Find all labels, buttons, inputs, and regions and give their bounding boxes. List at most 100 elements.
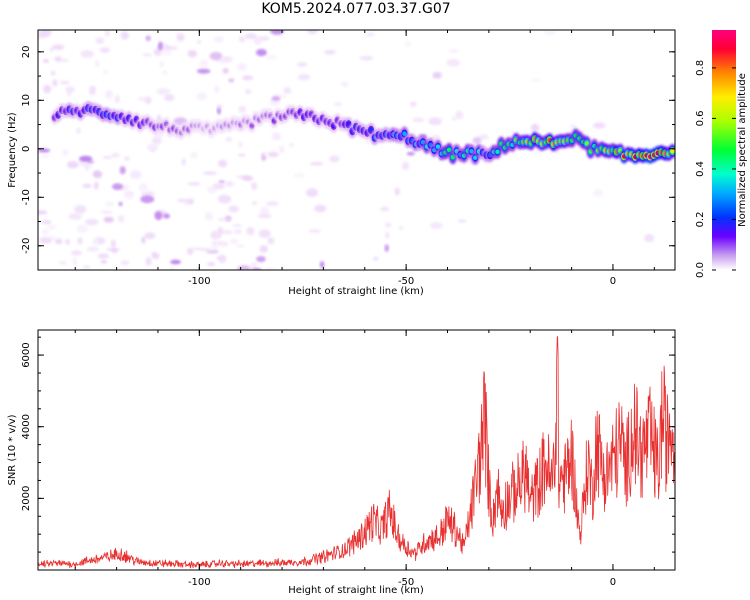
spectrogram-noise-blob <box>256 256 266 263</box>
spectrogram-noise-blob <box>455 110 464 120</box>
spectrogram-noise-blob <box>229 238 239 245</box>
spectrogram-noise-blob <box>385 231 390 239</box>
spectrogram-noise-blob <box>406 151 415 156</box>
ridge-core <box>346 122 351 127</box>
spectrogram-noise-blob <box>267 236 275 245</box>
spectrogram-noise-blob <box>137 96 147 102</box>
spectrogram-y-axis-label: Frequency (Hz) <box>7 112 18 188</box>
spectrogram-noise-blob <box>141 190 155 197</box>
spectrogram-noise-blob <box>187 182 201 186</box>
x-tick-label: -100 <box>188 577 211 588</box>
spectrogram-noise-blob <box>80 50 94 58</box>
spectrogram-noise-blob <box>151 251 157 259</box>
spectrogram-noise-blob <box>93 181 99 190</box>
spectrogram-noise-blob <box>120 31 129 40</box>
spectrogram-noise-blob <box>225 180 234 187</box>
spectrogram-noise-blob <box>283 87 292 94</box>
spectrogram-frame <box>37 29 676 271</box>
spectrogram-noise-blob <box>593 189 604 197</box>
chart-title: KOM5.2024.077.03.37.G07 <box>261 1 451 17</box>
spectrogram-noise-blob <box>398 225 404 230</box>
spectrogram-noise-blob <box>59 58 70 63</box>
spectrogram-noise-blob <box>41 220 52 225</box>
spectrogram-noise-blob <box>251 201 258 205</box>
spectrogram-noise-blob <box>65 86 75 93</box>
spectrogram-noise-blob <box>428 117 443 126</box>
spectrogram-noise-blob <box>142 53 153 57</box>
spectrogram-noise-blob <box>241 175 254 181</box>
spectrogram-noise-blob <box>238 105 247 113</box>
spectrogram-noise-blob <box>49 47 54 53</box>
spectrogram-noise-blob <box>163 213 170 219</box>
spectrogram-noise-blob <box>42 84 52 94</box>
ridge-core <box>670 148 675 154</box>
spectrogram-noise-blob <box>385 222 392 228</box>
spectrogram-noise-blob <box>140 195 155 204</box>
spectrogram-noise-blob <box>38 210 48 215</box>
spectrogram-noise-blob <box>103 216 114 223</box>
spectrogram-noise-blob <box>129 170 142 180</box>
spectrogram-noise-blob <box>257 213 272 219</box>
spectrogram-noise-blob <box>58 260 67 265</box>
spectrogram-noise-blob <box>271 96 281 101</box>
spectrogram-noise-blob <box>225 137 233 142</box>
spectrogram-noise-blob <box>92 238 100 246</box>
spectrogram-noise-blob <box>472 137 482 145</box>
spectrogram-noise-blob <box>100 210 114 214</box>
spectrogram-noise-blob <box>151 136 162 145</box>
spectrogram-noise-blob <box>238 153 246 157</box>
spectrogram-noise-blob <box>103 69 109 75</box>
spectrogram-noise-blob <box>153 48 162 56</box>
spectrogram-noise-blob <box>266 55 277 60</box>
spectrogram-noise-blob <box>54 238 63 245</box>
spectrogram-noise-blob <box>186 247 194 255</box>
spectrogram-noise-blob <box>196 68 211 74</box>
spectrogram-noise-blob <box>92 170 103 179</box>
spectrogram-noise <box>38 30 655 270</box>
spectrogram-noise-blob <box>267 151 279 158</box>
spectrogram-noise-blob <box>52 79 58 87</box>
spectrogram-noise-blob <box>97 253 110 259</box>
spectrogram-noise-blob <box>457 219 467 223</box>
spectrogram-noise-blob <box>314 204 327 213</box>
spectrogram-noise-blob <box>206 261 216 267</box>
spectrogram-noise-blob <box>271 132 282 141</box>
spectrogram-noise-blob <box>234 229 242 234</box>
spectrogram-noise-blob <box>118 201 123 206</box>
spectrogram-noise-blob <box>191 247 204 251</box>
spectrogram-noise-blob <box>204 211 214 221</box>
ridge-core <box>368 127 374 133</box>
spectrogram-noise-blob <box>259 245 269 253</box>
spectrogram-noise-blob <box>100 260 108 264</box>
spectrogram-noise-blob <box>71 250 83 256</box>
spectrogram-noise-blob <box>306 188 319 198</box>
spectrogram-noise-blob <box>68 213 83 220</box>
spectrogram-noise-blob <box>156 88 171 95</box>
spectrogram-noise-blob <box>210 230 222 240</box>
spectrogram-noise-blob <box>154 211 163 221</box>
y-tick-label: 20 <box>21 45 32 58</box>
spectrogram-noise-blob <box>141 236 146 244</box>
spectrogram-noise-blob <box>59 80 70 85</box>
spectrogram-noise-blob <box>196 40 202 44</box>
spectrogram-noise-blob <box>258 229 271 238</box>
spectrogram-noise-blob <box>210 240 223 245</box>
x-tick-label: -100 <box>188 276 211 287</box>
spectrogram-noise-blob <box>412 117 424 123</box>
spectrogram-noise-blob <box>341 81 349 87</box>
spectrogram-noise-blob <box>250 262 258 270</box>
spectrogram-noise-blob <box>222 67 229 74</box>
spectrogram-noise-blob <box>319 261 325 269</box>
spectrogram-noise-blob <box>432 71 442 79</box>
spectrogram-noise-blob <box>209 51 223 61</box>
y-tick-label: 10 <box>21 94 32 107</box>
spectrogram-noise-blob <box>219 229 233 235</box>
spectrogram-noise-blob <box>430 222 443 230</box>
ridge-core <box>495 149 500 155</box>
x-tick-label: -50 <box>398 577 414 588</box>
spectrogram-noise-blob <box>163 94 175 102</box>
spectrogram-noise-blob <box>212 183 225 190</box>
spectrogram-noise-blob <box>40 30 52 37</box>
x-tick-label: 0 <box>610 276 616 287</box>
